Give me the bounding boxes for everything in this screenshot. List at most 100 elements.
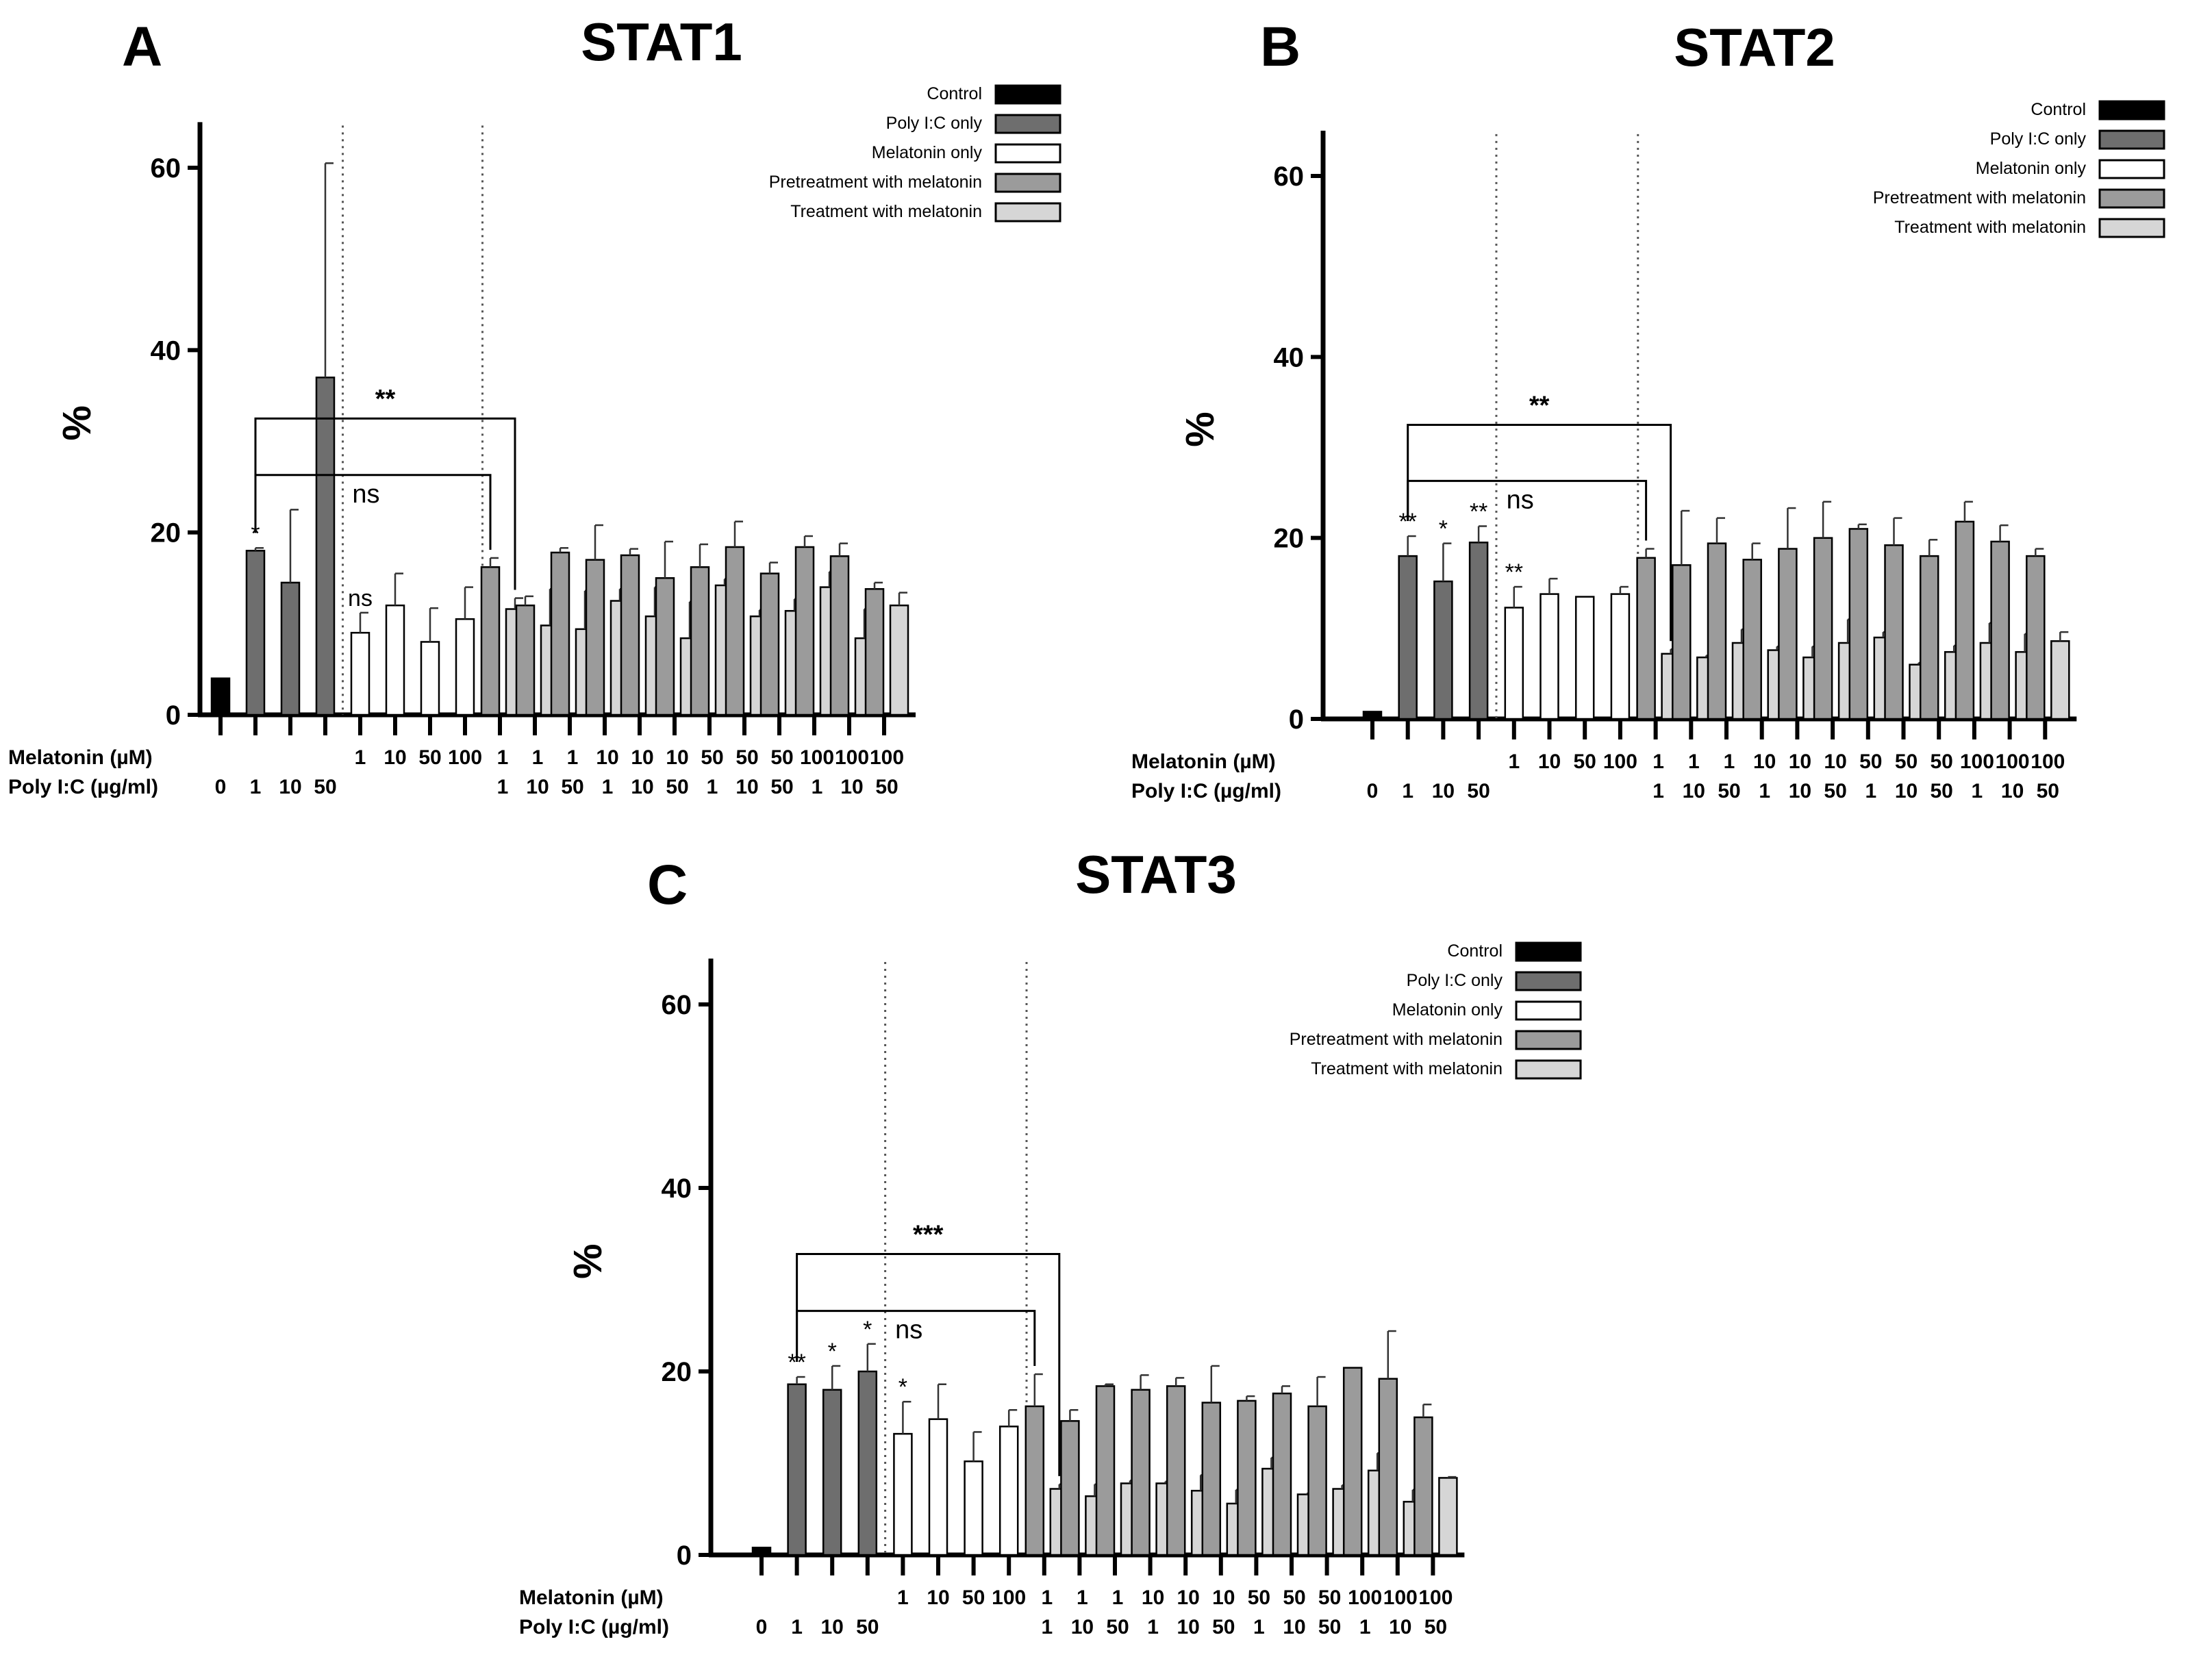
melatonin-dose: 10	[1177, 1586, 1200, 1609]
legend-swatch	[994, 143, 1061, 164]
bracket-label: ns	[895, 1316, 922, 1345]
y-axis-label: %	[566, 1243, 610, 1279]
legend-swatch	[2098, 129, 2165, 150]
bar	[480, 566, 501, 716]
melatonin-dose: 1	[897, 1586, 909, 1609]
polyic-dose: 50	[1931, 780, 1953, 802]
melatonin-dose: 100	[1348, 1586, 1382, 1609]
polyic-dose: 10	[1432, 780, 1455, 802]
row-label-melatonin: Melatonin (µM)	[8, 746, 153, 769]
legend-swatch	[2098, 100, 2165, 121]
melatonin-dose: 50	[1248, 1586, 1270, 1609]
polyic-dose: 1	[1972, 780, 1983, 802]
y-tick-label: 40	[662, 1174, 692, 1204]
y-tick-label: 0	[677, 1541, 692, 1571]
bar	[350, 631, 370, 716]
significance-label: *	[251, 520, 260, 546]
bar	[1848, 528, 1869, 720]
polyic-dose: 1	[1865, 780, 1876, 802]
polyic-dose: 50	[561, 776, 583, 798]
polyic-dose: 0	[215, 776, 227, 798]
legend-swatch	[2098, 218, 2165, 238]
polyic-dose: 50	[1467, 780, 1490, 802]
significance-label: *	[863, 1317, 872, 1343]
legend-swatch	[994, 114, 1061, 134]
significance-label: *	[828, 1339, 837, 1365]
melatonin-dose: 10	[666, 746, 688, 769]
bar	[690, 566, 710, 716]
bar	[1504, 607, 1524, 720]
polyic-dose: 50	[856, 1616, 879, 1638]
melatonin-dose: 100	[800, 746, 834, 769]
bar	[245, 550, 266, 716]
polyic-dose: 1	[1759, 780, 1770, 802]
bar	[1574, 596, 1595, 720]
melatonin-dose: 100	[1960, 750, 1994, 773]
polyic-dose: 50	[1718, 780, 1740, 802]
bar	[1955, 520, 1975, 720]
legend-entry: Control	[1447, 941, 1503, 961]
melatonin-dose: 50	[1895, 750, 1918, 773]
bar	[1237, 1400, 1257, 1556]
polyic-dose: 10	[1283, 1616, 1305, 1638]
y-tick-label: 60	[1274, 162, 1305, 192]
bar	[1378, 1378, 1398, 1556]
bracket-label: **	[1529, 391, 1550, 420]
bar	[1707, 542, 1727, 720]
bar	[280, 581, 301, 716]
row-label-polyic: Poly I:C (µg/ml)	[8, 776, 158, 798]
bar	[1398, 555, 1418, 720]
melatonin-dose: 50	[962, 1586, 985, 1609]
bracket-label: ns	[1507, 485, 1534, 514]
melatonin-dose: 100	[2031, 750, 2065, 773]
y-axis-label: %	[1178, 411, 1222, 447]
polyic-dose: 50	[2037, 780, 2059, 802]
polyic-dose: 10	[279, 776, 301, 798]
bar	[1919, 555, 1939, 720]
y-tick-label: 20	[662, 1357, 692, 1387]
legend-entry: Melatonin only	[1976, 159, 2087, 178]
row-label-polyic: Poly I:C (µg/ml)	[519, 1616, 669, 1638]
bar	[515, 604, 536, 716]
bar	[1362, 711, 1383, 720]
polyic-dose: 10	[2001, 780, 2024, 802]
melatonin-dose: 50	[1318, 1586, 1341, 1609]
polyic-dose: 50	[1212, 1616, 1235, 1638]
bar	[889, 604, 909, 716]
melatonin-dose: 100	[1418, 1586, 1453, 1609]
polyic-dose: 1	[1652, 780, 1664, 802]
bracket-label: **	[375, 385, 396, 414]
bar	[1884, 544, 1904, 720]
polyic-dose: 50	[770, 776, 793, 798]
significance-label: **	[1470, 498, 1487, 524]
melatonin-dose: 100	[1603, 750, 1637, 773]
bar	[210, 677, 231, 716]
legend-entry: Poly I:C only	[1990, 129, 2087, 149]
bar	[1342, 1367, 1363, 1556]
chart-title: STAT1	[581, 12, 742, 72]
polyic-dose: 10	[1071, 1616, 1094, 1638]
bar	[550, 551, 570, 716]
legend-swatch	[1515, 1000, 1582, 1021]
panel-letter: B	[1260, 16, 1300, 78]
melatonin-dose: 50	[1931, 750, 1953, 773]
bar	[385, 604, 405, 716]
bar	[822, 1389, 842, 1556]
melatonin-dose: 50	[1574, 750, 1596, 773]
bar	[1131, 1389, 1151, 1556]
legend-entry: Melatonin only	[872, 143, 983, 162]
legend-entry: Melatonin only	[1392, 1000, 1503, 1020]
bar	[585, 559, 605, 716]
melatonin-dose: 10	[1753, 750, 1776, 773]
bar	[1272, 1392, 1292, 1556]
polyic-dose: 1	[791, 1616, 803, 1638]
bar	[725, 546, 745, 716]
bar	[928, 1418, 948, 1556]
significance-label: *	[898, 1374, 907, 1400]
comparison-bracket	[254, 417, 516, 590]
comparison-bracket	[1407, 479, 1648, 541]
polyic-dose: 50	[666, 776, 688, 798]
